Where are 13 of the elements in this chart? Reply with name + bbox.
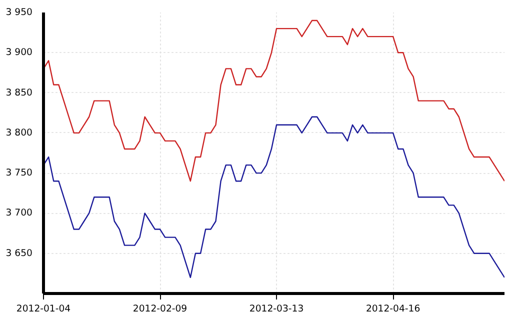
- y-tick-label: 3 750: [6, 168, 33, 179]
- line-series: [44, 20, 504, 182]
- y-tick-label: 3 650: [6, 248, 33, 259]
- y-tick-label: 3 700: [6, 208, 33, 219]
- y-tick-label: 3 800: [6, 127, 33, 138]
- x-tick-label: 2012-01-04: [16, 304, 71, 314]
- y-tick-label: 3 850: [6, 87, 33, 98]
- x-tick-label: 2012-03-13: [249, 304, 304, 314]
- y-tick-label: 3 900: [6, 47, 33, 58]
- y-tick-label: 3 950: [6, 7, 33, 18]
- line-series: [44, 116, 504, 278]
- x-tick-label: 2012-04-16: [366, 304, 420, 314]
- x-tick-label: 2012-02-09: [132, 304, 188, 314]
